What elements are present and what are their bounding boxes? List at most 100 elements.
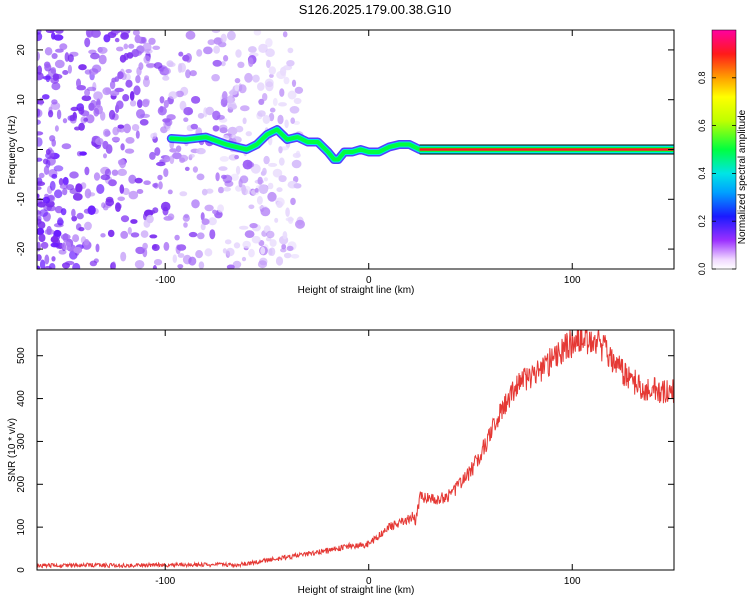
spectrogram-noise-blob — [45, 148, 51, 155]
spectrogram-noise-blob — [152, 265, 157, 269]
spectrogram-noise-blob — [130, 232, 140, 238]
spectrogram-noise-layer — [37, 30, 305, 269]
spectrogram-noise-blob — [286, 245, 294, 252]
spectrogram-noise-blob — [114, 87, 124, 93]
spectrogram-noise-blob — [134, 34, 142, 44]
spectrogram-noise-blob — [84, 221, 92, 231]
spectrogram-noise-blob — [37, 186, 42, 191]
spectrogram-noise-blob — [84, 188, 92, 199]
spectrogram-noise-blob — [42, 75, 52, 80]
spectrogram-noise-blob — [98, 54, 107, 65]
snr-y-tick-label: 100 — [16, 518, 27, 535]
spectrogram-noise-blob — [111, 77, 117, 83]
spectrogram-noise-blob — [230, 173, 239, 181]
spectrogram-noise-blob — [130, 219, 138, 224]
spectrogram-noise-blob — [212, 209, 217, 214]
spectrogram-noise-blob — [123, 123, 131, 134]
spectrogram-noise-blob — [293, 183, 302, 189]
spectrogram-noise-blob — [163, 155, 171, 163]
spectrogram-noise-blob — [167, 189, 173, 195]
spectrogram-noise-blob — [117, 124, 125, 129]
snr-x-tick-label: -100 — [155, 576, 175, 587]
spectrogram-noise-blob — [51, 256, 56, 262]
spectrogram-noise-blob — [134, 260, 145, 269]
spectrogram-noise-blob — [162, 75, 170, 81]
spectrogram-noise-blob — [289, 106, 300, 114]
spectrogram-noise-blob — [285, 207, 290, 217]
spectrogram-noise-blob — [238, 178, 243, 188]
spectrogram-noise-blob — [100, 233, 106, 238]
spectrogram-noise-blob — [72, 193, 83, 201]
spectrogram-noise-blob — [182, 214, 190, 222]
spectrogram-noise-blob — [227, 30, 236, 41]
snr-y-tick-label: 300 — [16, 433, 27, 450]
spectrogram-noise-blob — [101, 202, 106, 209]
spectrogram-noise-blob — [54, 189, 63, 199]
colorbar: 0.0 0.2 0.4 0.6 0.8 Normalized spectral ampl… — [697, 29, 748, 275]
spectrogram-noise-blob — [108, 109, 116, 120]
spectrogram-noise-blob — [46, 30, 51, 33]
spectrogram-noise-blob — [93, 172, 101, 181]
spectrogram-noise-blob — [260, 246, 266, 255]
spectrogram-noise-blob — [293, 176, 299, 183]
spectrogram-noise-blob — [120, 215, 130, 223]
spectrogram-noise-blob — [278, 157, 285, 166]
spectrogram-noise-blob — [120, 230, 129, 239]
spectrogram-noise-blob — [290, 253, 300, 259]
spectrogram-noise-blob — [238, 84, 247, 94]
spectrogram-noise-blob — [37, 32, 43, 42]
spectrogram-noise-blob — [131, 124, 140, 131]
spectrogram-noise-blob — [129, 100, 137, 107]
spectrogram-y-ticks: -20 -10 0 10 20 — [16, 44, 674, 256]
spectrogram-noise-blob — [166, 60, 174, 67]
spectrogram-noise-blob — [286, 60, 295, 67]
spectrogram-noise-blob — [62, 70, 69, 75]
spectrogram-noise-blob — [263, 177, 268, 182]
spectrogram-noise-blob — [43, 265, 53, 269]
spectrogram-noise-blob — [52, 73, 60, 81]
spectrogram-noise-blob — [179, 100, 187, 111]
spectrogram-noise-blob — [142, 42, 152, 52]
spectrogram-noise-blob — [117, 159, 125, 166]
spectrogram-noise-blob — [95, 137, 104, 146]
spectrogram-noise-blob — [260, 170, 266, 176]
spectrogram-noise-blob — [78, 227, 85, 232]
spectrogram-noise-blob — [269, 107, 276, 113]
spectrogram-noise-blob — [91, 64, 102, 73]
spectrogram-noise-blob — [50, 235, 59, 244]
spectrogram-noise-blob — [213, 37, 223, 45]
spectrogram-noise-blob — [50, 242, 59, 248]
spectrogram-noise-blob — [54, 59, 65, 69]
spectrogram-noise-blob — [279, 88, 285, 97]
spectrogram-noise-blob — [184, 166, 190, 171]
spectrogram-noise-blob — [125, 79, 133, 88]
spectrogram-noise-blob — [244, 230, 255, 239]
spectrogram-noise-blob — [37, 227, 45, 236]
spectrogram-noise-blob — [241, 256, 247, 262]
spectrogram-noise-blob — [59, 43, 68, 50]
spectrogram-noise-blob — [42, 196, 50, 204]
snr-series-line — [37, 330, 674, 569]
spectrogram-noise-blob — [234, 78, 241, 84]
spectrogram-noise-blob — [274, 217, 279, 223]
spectrogram-noise-blob — [280, 248, 287, 253]
snr-plot-area — [37, 330, 674, 570]
spectrogram-noise-blob — [51, 99, 58, 105]
spectrogram-noise-blob — [183, 117, 189, 122]
spectrogram-noise-blob — [133, 85, 141, 96]
spectrogram-noise-blob — [215, 172, 220, 182]
spectrogram-noise-blob — [37, 119, 41, 125]
spectrogram-noise-blob — [185, 30, 196, 40]
spectrogram-noise-blob — [53, 165, 64, 172]
spectrogram-noise-blob — [89, 260, 98, 267]
spectrogram-noise-blob — [51, 139, 56, 147]
spectrogram-noise-blob — [143, 219, 151, 228]
spectrogram-x-axis-label: Height of straight line (km) — [298, 285, 415, 296]
spectrogram-noise-blob — [224, 239, 232, 245]
spectrogram-noise-blob — [201, 218, 210, 225]
spectrogram-noise-blob — [235, 49, 242, 58]
spectrogram-noise-blob — [163, 241, 170, 251]
spectrogram-noise-blob — [197, 112, 205, 119]
spectrogram-noise-blob — [263, 155, 270, 165]
